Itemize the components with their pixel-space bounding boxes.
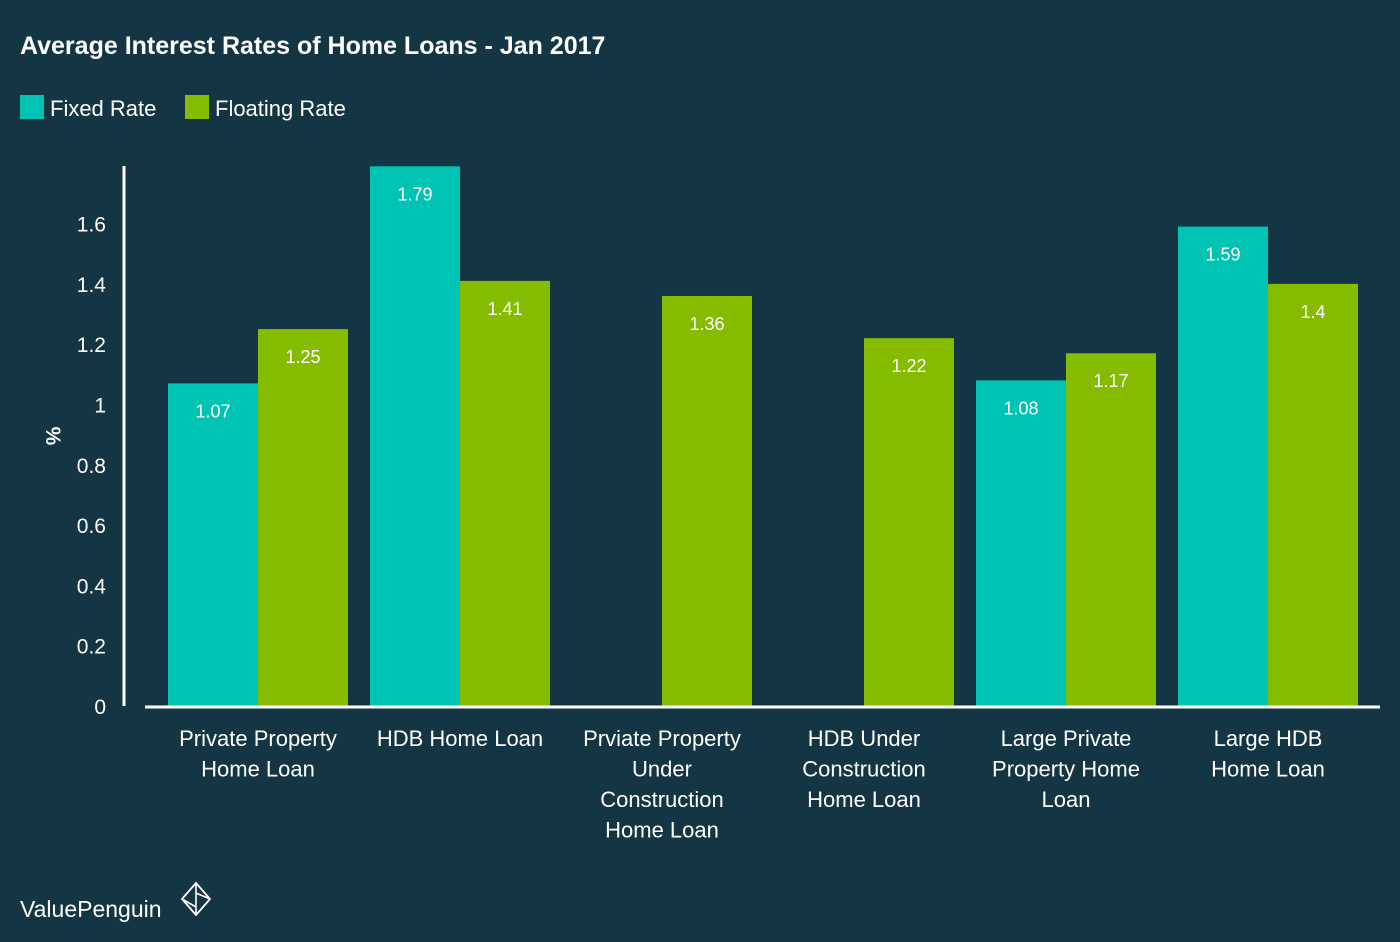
category-label-line: Home Loan (201, 757, 315, 782)
brand-name: ValuePenguin (20, 896, 162, 922)
legend-label-floating: Floating Rate (215, 96, 346, 121)
data-label: 1.79 (397, 184, 432, 204)
data-label: 1.25 (285, 347, 320, 367)
bar-fixed-rate (168, 383, 258, 706)
y-tick-label: 0.2 (77, 636, 106, 659)
value-labels: 1.07 1.79 1.08 1.59 1.25 1.41 1.36 1.22 1.17 1.4 (195, 184, 1325, 421)
category-labels: Private Property Home Loan HDB Home Loan Pr… (179, 726, 1325, 843)
bar-floating-rate (1268, 283, 1358, 706)
y-axis-ticks: 0 0.2 0.4 0.6 0.8 1 1.2 1.4 1.6 (77, 214, 107, 719)
y-tick-label: 1.4 (77, 274, 107, 297)
category-label-line: Home Loan (807, 787, 921, 812)
bars (168, 166, 1358, 707)
category-label-line: HDB Under (808, 726, 920, 751)
data-label: 1.41 (487, 299, 522, 319)
bar-fixed-rate (370, 166, 460, 706)
category-label-line: Property Home (992, 757, 1140, 782)
category-label-line: Large HDB (1214, 726, 1323, 751)
y-tick-label: 1.2 (77, 334, 106, 357)
legend-label-fixed: Fixed Rate (50, 96, 156, 121)
y-tick-label: 1 (94, 395, 106, 418)
valuepenguin-logo-icon (180, 881, 212, 917)
category-label: Large HDB Home Loan (1211, 726, 1325, 782)
bar-floating-rate (258, 329, 348, 706)
category-label-line: Large Private (1001, 726, 1132, 751)
legend-swatch-floating (185, 95, 209, 119)
bar-floating-rate (662, 295, 752, 706)
category-label-line: Loan (1042, 787, 1091, 812)
legend-swatch-fixed (20, 95, 44, 119)
category-label-line: Private Property (179, 726, 337, 751)
category-label-line: Home Loan (605, 818, 719, 843)
category-label: HDB Home Loan (377, 726, 543, 751)
bar-floating-rate (864, 338, 954, 706)
data-label: 1.36 (689, 314, 724, 334)
data-label: 1.17 (1093, 371, 1128, 391)
category-label-line: Construction (600, 787, 724, 812)
category-label-line: Prviate Property (583, 726, 741, 751)
y-tick-label: 0.6 (77, 515, 106, 538)
branding: ValuePenguin (20, 881, 212, 922)
y-tick-label: 1.6 (77, 214, 106, 237)
bar-fixed-rate (976, 380, 1066, 706)
category-label-line: HDB Home Loan (377, 726, 543, 751)
chart-title: Average Interest Rates of Home Loans - J… (20, 32, 605, 60)
bar-fixed-rate (1178, 226, 1268, 707)
category-label: Prviate Property Under Construction Home Lo… (583, 726, 741, 843)
category-label-line: Home Loan (1211, 757, 1325, 782)
category-label-line: Construction (802, 757, 926, 782)
data-label: 1.4 (1300, 302, 1325, 322)
bar-floating-rate (1066, 353, 1156, 706)
category-label: HDB Under Construction Home Loan (802, 726, 926, 812)
category-label: Private Property Home Loan (179, 726, 337, 782)
category-label: Large Private Property Home Loan (992, 726, 1140, 812)
y-tick-label: 0 (94, 696, 106, 719)
data-label: 1.59 (1205, 245, 1240, 265)
category-label-line: Under (632, 757, 692, 782)
y-axis-label: % (41, 427, 64, 446)
bar-floating-rate (460, 280, 550, 706)
legend: Fixed Rate Floating Rate (20, 95, 346, 121)
y-tick-label: 0.8 (77, 455, 106, 478)
y-tick-label: 0.4 (77, 575, 107, 598)
data-label: 1.07 (195, 401, 230, 421)
data-label: 1.22 (891, 356, 926, 376)
data-label: 1.08 (1003, 398, 1038, 418)
